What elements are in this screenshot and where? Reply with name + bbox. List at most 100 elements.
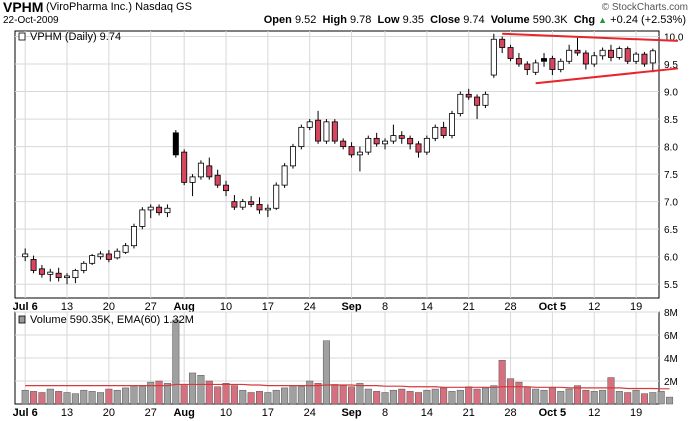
- candle-body: [599, 49, 606, 57]
- volume-bar: [155, 380, 163, 405]
- close-label: Close: [430, 14, 461, 26]
- candle: [97, 251, 104, 260]
- volume-bar: [649, 392, 657, 405]
- candle: [607, 44, 614, 62]
- candle: [256, 197, 263, 214]
- volume-bar: [456, 389, 464, 405]
- price-x-tick-label: 24: [304, 301, 316, 313]
- candle-body: [30, 259, 37, 271]
- quote-date: 22-Oct-2009: [3, 15, 59, 26]
- volume-bar: [272, 389, 280, 405]
- high-value: 9.78: [350, 14, 372, 26]
- volume-bar: [448, 391, 456, 405]
- trendline: [535, 67, 679, 85]
- volume-bar: [331, 384, 339, 405]
- candle-body: [633, 53, 640, 62]
- candle-body: [340, 140, 347, 148]
- volume-bar: [607, 377, 615, 405]
- volume-bar: [339, 385, 347, 405]
- candle: [482, 91, 489, 109]
- volume-bar: [306, 380, 314, 405]
- candle-body: [566, 49, 573, 62]
- candle: [641, 51, 648, 67]
- candle-body: [465, 93, 472, 98]
- candle: [574, 37, 581, 56]
- volume-bar: [465, 386, 473, 405]
- company-exchange: (ViroPharma Inc.) Nasdaq GS: [46, 1, 192, 14]
- candle-body: [214, 174, 221, 186]
- volume-x-tick-label: 21: [463, 407, 475, 419]
- volume-bar: [222, 383, 230, 405]
- candle: [197, 160, 204, 180]
- candle-body: [89, 255, 96, 264]
- volume-bar: [573, 385, 582, 405]
- candle-body: [398, 135, 405, 139]
- volume-y-tick-label: 4M: [664, 354, 678, 365]
- price-x-tick-label: 21: [463, 301, 475, 313]
- volume-bar: [297, 386, 305, 405]
- candle-body: [356, 151, 363, 156]
- candle-body: [38, 268, 45, 275]
- candle: [264, 204, 271, 218]
- volume-bar: [440, 387, 448, 405]
- volume-bar: [30, 391, 38, 405]
- candle: [582, 50, 589, 70]
- volume-bar: [398, 388, 406, 405]
- candle-body: [105, 253, 112, 260]
- candle: [373, 132, 380, 147]
- volume-bar: [55, 391, 63, 405]
- candle: [72, 268, 79, 284]
- candle: [348, 142, 355, 158]
- volume-bar: [130, 385, 138, 405]
- candle: [432, 124, 439, 142]
- volume-bar: [205, 380, 213, 405]
- volume-bar: [138, 386, 146, 405]
- candle: [382, 138, 389, 150]
- candle: [532, 59, 539, 76]
- candle: [122, 242, 129, 254]
- candle-body: [624, 48, 631, 62]
- candle-body: [122, 245, 129, 253]
- price-plot-frame: [14, 30, 660, 299]
- price-x-tick-label: Sep: [341, 301, 361, 313]
- low-value: 9.35: [402, 14, 425, 26]
- close-value: 9.74: [463, 14, 485, 26]
- candle: [147, 204, 154, 219]
- candle: [566, 44, 573, 65]
- candle: [465, 88, 472, 100]
- candle-body: [574, 49, 581, 54]
- volume-bar: [523, 386, 531, 405]
- candle-body: [172, 132, 179, 156]
- candle-body: [306, 121, 313, 128]
- price-x-tick-label: 8: [382, 301, 388, 313]
- candle-body: [440, 126, 447, 136]
- price-y-tick-label: 9.5: [664, 60, 678, 71]
- volume-bar: [565, 388, 573, 405]
- candle: [189, 174, 196, 197]
- price-y-tick-label: 8.5: [664, 115, 678, 126]
- candle-body: [549, 58, 556, 70]
- candle: [591, 51, 598, 67]
- candle-body: [331, 121, 338, 142]
- candle-body: [289, 146, 296, 167]
- volume-bar: [230, 385, 238, 405]
- price-x-tick-label: 12: [588, 301, 600, 313]
- candle: [30, 255, 37, 274]
- candle-body: [448, 113, 455, 136]
- volume-x-tick-label: 14: [421, 407, 433, 419]
- candle: [499, 36, 506, 54]
- candle: [557, 58, 564, 73]
- candle-body: [55, 272, 62, 279]
- volume-bar: [314, 383, 322, 405]
- volume-bar: [113, 389, 121, 405]
- volume-bar: [38, 392, 46, 405]
- candle: [105, 250, 112, 263]
- candle: [214, 169, 221, 188]
- volume-bar: [281, 387, 289, 405]
- volume-bar: [423, 389, 431, 405]
- candle: [356, 146, 363, 172]
- volume-x-tick-label: 19: [630, 407, 642, 419]
- candle: [239, 198, 246, 210]
- price-y-tick-label: 7.5: [664, 170, 678, 181]
- price-legend: VPHM (Daily) 9.74: [30, 31, 121, 43]
